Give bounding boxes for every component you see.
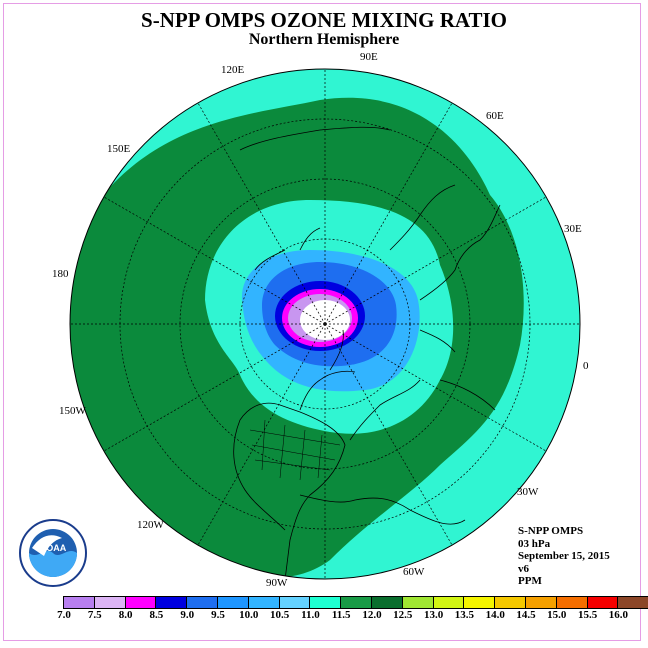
colorbar-cell [525, 597, 557, 608]
map-subtitle: Northern Hemisphere [248, 31, 400, 48]
lon-label-120e: 120E [221, 64, 245, 76]
noaa-logo-icon: NOAA [19, 519, 87, 587]
info-level: 03 hPa [518, 537, 551, 550]
colorbar-cell [125, 597, 157, 608]
colorbar-cell [64, 597, 95, 608]
colorbar-cell [433, 597, 465, 608]
colorbar-tick-label: 14.0 [485, 609, 505, 621]
lon-label-120w: 120W [137, 519, 164, 531]
lon-label-150e: 150E [107, 143, 131, 155]
lon-label-60e: 60E [486, 110, 504, 122]
colorbar-cell [402, 597, 434, 608]
info-block: S-NPP OMPS 03 hPa September 15, 2015 v6 … [518, 525, 610, 588]
lon-label-90w: 90W [266, 577, 288, 589]
lon-label-0: 0 [583, 360, 589, 372]
colorbar-cell [310, 597, 342, 608]
colorbar-cell [217, 597, 249, 608]
colorbar-cell [341, 597, 372, 608]
colorbar-tick-label: 8.5 [149, 609, 164, 621]
info-units: PPM [518, 575, 542, 587]
info-version: v6 [518, 562, 529, 575]
info-instrument: S-NPP OMPS [518, 525, 584, 537]
colorbar-tick-label: 13.5 [454, 609, 475, 621]
colorbar-tick-label: 9.0 [180, 609, 195, 621]
plot-frame [3, 3, 641, 641]
colorbar-tick-label: 10.0 [239, 609, 259, 621]
colorbar-cell [248, 597, 280, 608]
colorbar-tick-label: 14.5 [516, 609, 536, 621]
noaa-logo-text: NOAA [40, 543, 67, 553]
colorbar-tick-label: 13.0 [423, 609, 444, 621]
colorbar-tick-label: 9.5 [211, 609, 225, 621]
colorbar-tick-label: 11.0 [301, 609, 320, 621]
globe-outline [69, 68, 581, 580]
colorbar-tick-label: 8.0 [118, 609, 133, 621]
colorbar-tick-label: 11.5 [331, 609, 351, 621]
colorbar-tick-label: 15.0 [547, 609, 567, 621]
colorbar-cell [279, 597, 311, 608]
colorbar-cell [495, 597, 526, 608]
colorbar-cell [618, 597, 648, 608]
lon-label-30w: 30W [517, 486, 539, 498]
colorbar-cell [94, 597, 126, 608]
colorbar-cell [556, 597, 588, 608]
colorbar-tick-label: 7.0 [57, 609, 71, 621]
colorbar-cell [464, 597, 496, 608]
coastlines [233, 126, 501, 579]
lon-label-180: 180 [52, 268, 69, 280]
colorbar-tick-label: 7.5 [87, 609, 102, 621]
lon-label-30e: 30E [564, 223, 582, 235]
colorbar-tick-label: 12.0 [362, 609, 382, 621]
colorbar-cell [587, 597, 619, 608]
map-title: S-NPP OMPS OZONE MIXING RATIO [141, 8, 507, 32]
graticule [70, 69, 580, 579]
colorbar-tick-label: 15.5 [577, 609, 598, 621]
colorbar [63, 596, 648, 609]
colorbar-cell [371, 597, 403, 608]
colorbar-tick-label: 10.5 [269, 609, 290, 621]
lon-label-150w: 150W [59, 405, 86, 417]
lon-label-60w: 60W [403, 566, 425, 578]
colorbar-cell [187, 597, 218, 608]
colorbar-cell [156, 597, 188, 608]
colorbar-tick-label: 16.0 [608, 609, 629, 621]
lon-label-90e: 90E [360, 51, 378, 63]
info-date: September 15, 2015 [518, 550, 610, 562]
colorbar-tick-label: 12.5 [393, 609, 413, 621]
